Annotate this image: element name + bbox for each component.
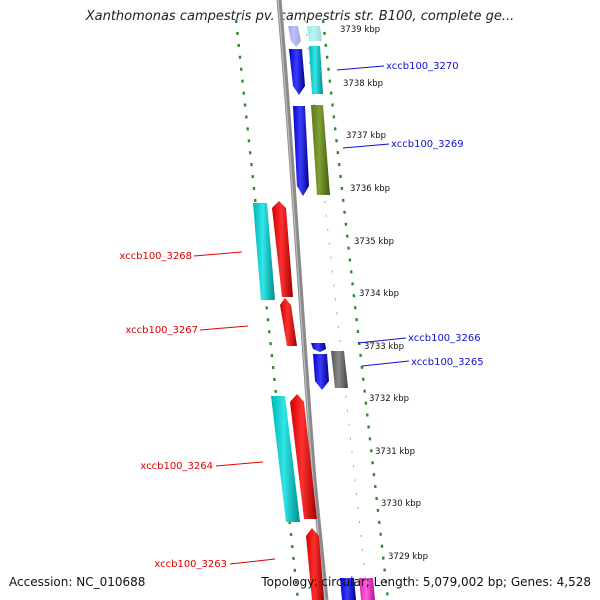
kbp-tick: 3734 kbp [359,289,399,299]
outer-ring-dotted-outline [321,19,390,600]
gene-label[interactable]: xccb100_3265 [411,357,484,368]
topology-text: Topology: circular; Length: 5,079,002 bp… [261,575,591,589]
gene-xccb100-3268-cds[interactable] [272,201,293,297]
gene-xccb100-3270-cyan[interactable] [307,26,322,41]
kbp-tick: 3730 kbp [381,499,421,509]
gene-xccb100-3270-faded[interactable] [288,26,301,47]
gene-label[interactable]: xccb100_3268 [119,251,192,262]
kbp-tick: 3731 kbp [375,447,415,457]
gene-xccb100-3264-feature[interactable] [271,396,300,522]
gene-xccb100-3263-feature-pink[interactable] [359,578,375,600]
gene-label[interactable]: xccb100_3267 [125,325,198,336]
kbp-tick: 3733 kbp [364,342,404,352]
gene-xccb100-3265-cds[interactable] [313,354,329,390]
gene-xccb100-3269-feature[interactable] [311,105,330,195]
label-leader-lines [193,65,410,565]
map-title: Xanthomonas campestris pv. campestris st… [85,9,515,24]
gene-xccb100-3264-cds[interactable] [290,394,317,519]
gene-xccb100-3266-cds[interactable] [311,343,326,352]
accession-text: Accession: NC_010688 [9,575,146,589]
kbp-tick: 3738 kbp [343,79,383,89]
kbp-tick: 3736 kbp [350,184,390,194]
gene-xccb100-3263-feature-bottom[interactable] [340,578,356,600]
gene-xccb100-3268-feature[interactable] [253,203,275,300]
gene-xccb100-3270-cds[interactable] [289,49,305,95]
gene-label[interactable]: xccb100_3264 [140,461,213,472]
inner-ring-dotted-outline [234,19,300,600]
gene-xccb100-3263-cds[interactable] [306,528,324,600]
genome-backbone-highlight [277,0,326,600]
gene-label[interactable]: xccb100_3269 [391,139,464,150]
kbp-tick: 3729 kbp [388,552,428,562]
gene-labels: xccb100_3270 xccb100_3269 xccb100_3266 x… [119,61,483,570]
gene-xccb100-3270-cyan-feature[interactable] [309,46,323,94]
kbp-tick: 3737 kbp [346,131,386,141]
kbp-tick-labels: 3739 kbp 3738 kbp 3737 kbp 3736 kbp 3735… [340,25,428,562]
gene-label[interactable]: xccb100_3263 [154,559,227,570]
gene-xccb100-3269-cds[interactable] [293,106,309,196]
genome-backbone [276,0,329,600]
gene-label[interactable]: xccb100_3266 [408,333,481,344]
kbp-tick: 3735 kbp [354,237,394,247]
gene-xccb100-3267-cds[interactable] [280,298,297,346]
kbp-tick: 3732 kbp [369,394,409,404]
kbp-tick: 3739 kbp [340,25,380,35]
gene-xccb100-3265-feature[interactable] [331,351,348,388]
gene-label[interactable]: xccb100_3270 [386,61,459,72]
